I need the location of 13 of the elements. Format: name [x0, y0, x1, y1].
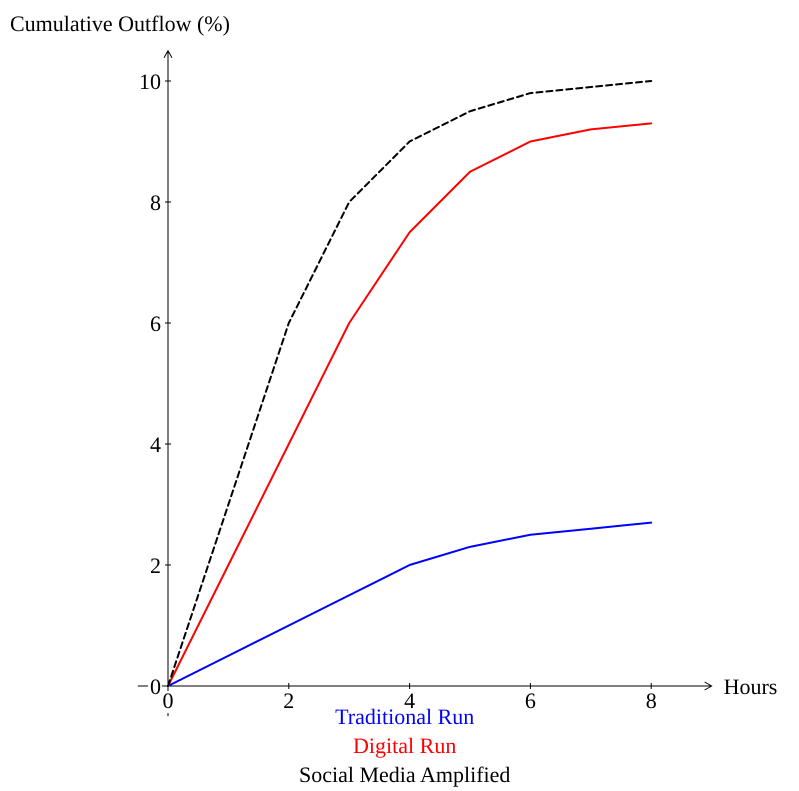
y-tick-label: 4 — [150, 432, 161, 457]
x-tick-label: 6 — [524, 688, 536, 713]
x-tick-label: 8 — [646, 688, 657, 713]
y-axis-title: Cumulative Outflow (%) — [10, 10, 230, 36]
text: Digital Run — [353, 733, 456, 758]
line-series — [167, 522, 652, 687]
text: Social Media Amplified — [298, 762, 510, 787]
y-tick-label: 2 — [150, 553, 161, 578]
y-tick-label: 6 — [150, 311, 161, 336]
y-tick-label: 8 — [150, 190, 161, 215]
x-tick-label: 2 — [283, 688, 294, 713]
x-axis-title: Hours — [724, 674, 778, 699]
y-tick-label: 10 — [139, 69, 161, 94]
